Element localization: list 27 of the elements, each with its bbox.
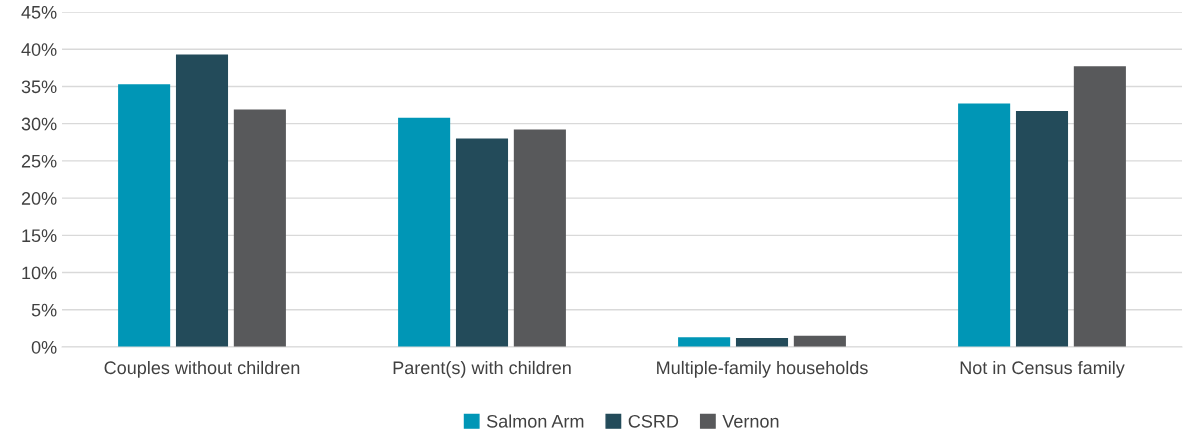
bar — [118, 84, 171, 347]
y-tick-label: 20% — [21, 192, 57, 205]
bar — [513, 129, 566, 347]
y-tick-label: 35% — [21, 80, 57, 94]
x-tick-label: Multiple-family households — [657, 360, 868, 378]
y-tick-label: 40% — [21, 43, 57, 56]
x-tick-label: Not in Census family — [960, 360, 1125, 378]
y-tick-label: 25% — [21, 154, 57, 168]
bar — [398, 117, 451, 347]
y-tick-label: 15% — [22, 229, 57, 243]
bar — [678, 337, 731, 347]
legend-label: Salmon Arm — [486, 414, 584, 428]
y-tick-label: 45% — [21, 6, 57, 19]
x-tick-label: Parent(s) with children — [393, 360, 571, 378]
bar — [958, 103, 1011, 347]
bar — [1015, 111, 1069, 347]
y-tick-label: 5% — [31, 303, 57, 317]
y-tick-label: 10% — [22, 266, 57, 280]
bar — [175, 54, 229, 347]
legend-label: CSRD — [628, 414, 679, 428]
bar — [233, 109, 286, 347]
y-tick-label: 0% — [31, 340, 57, 354]
legend-label: Vernon — [722, 415, 779, 428]
y-tick-label: 30% — [21, 117, 57, 131]
x-tick-label: Couples without children — [104, 360, 300, 378]
bar — [1073, 66, 1126, 347]
bar — [455, 138, 509, 347]
